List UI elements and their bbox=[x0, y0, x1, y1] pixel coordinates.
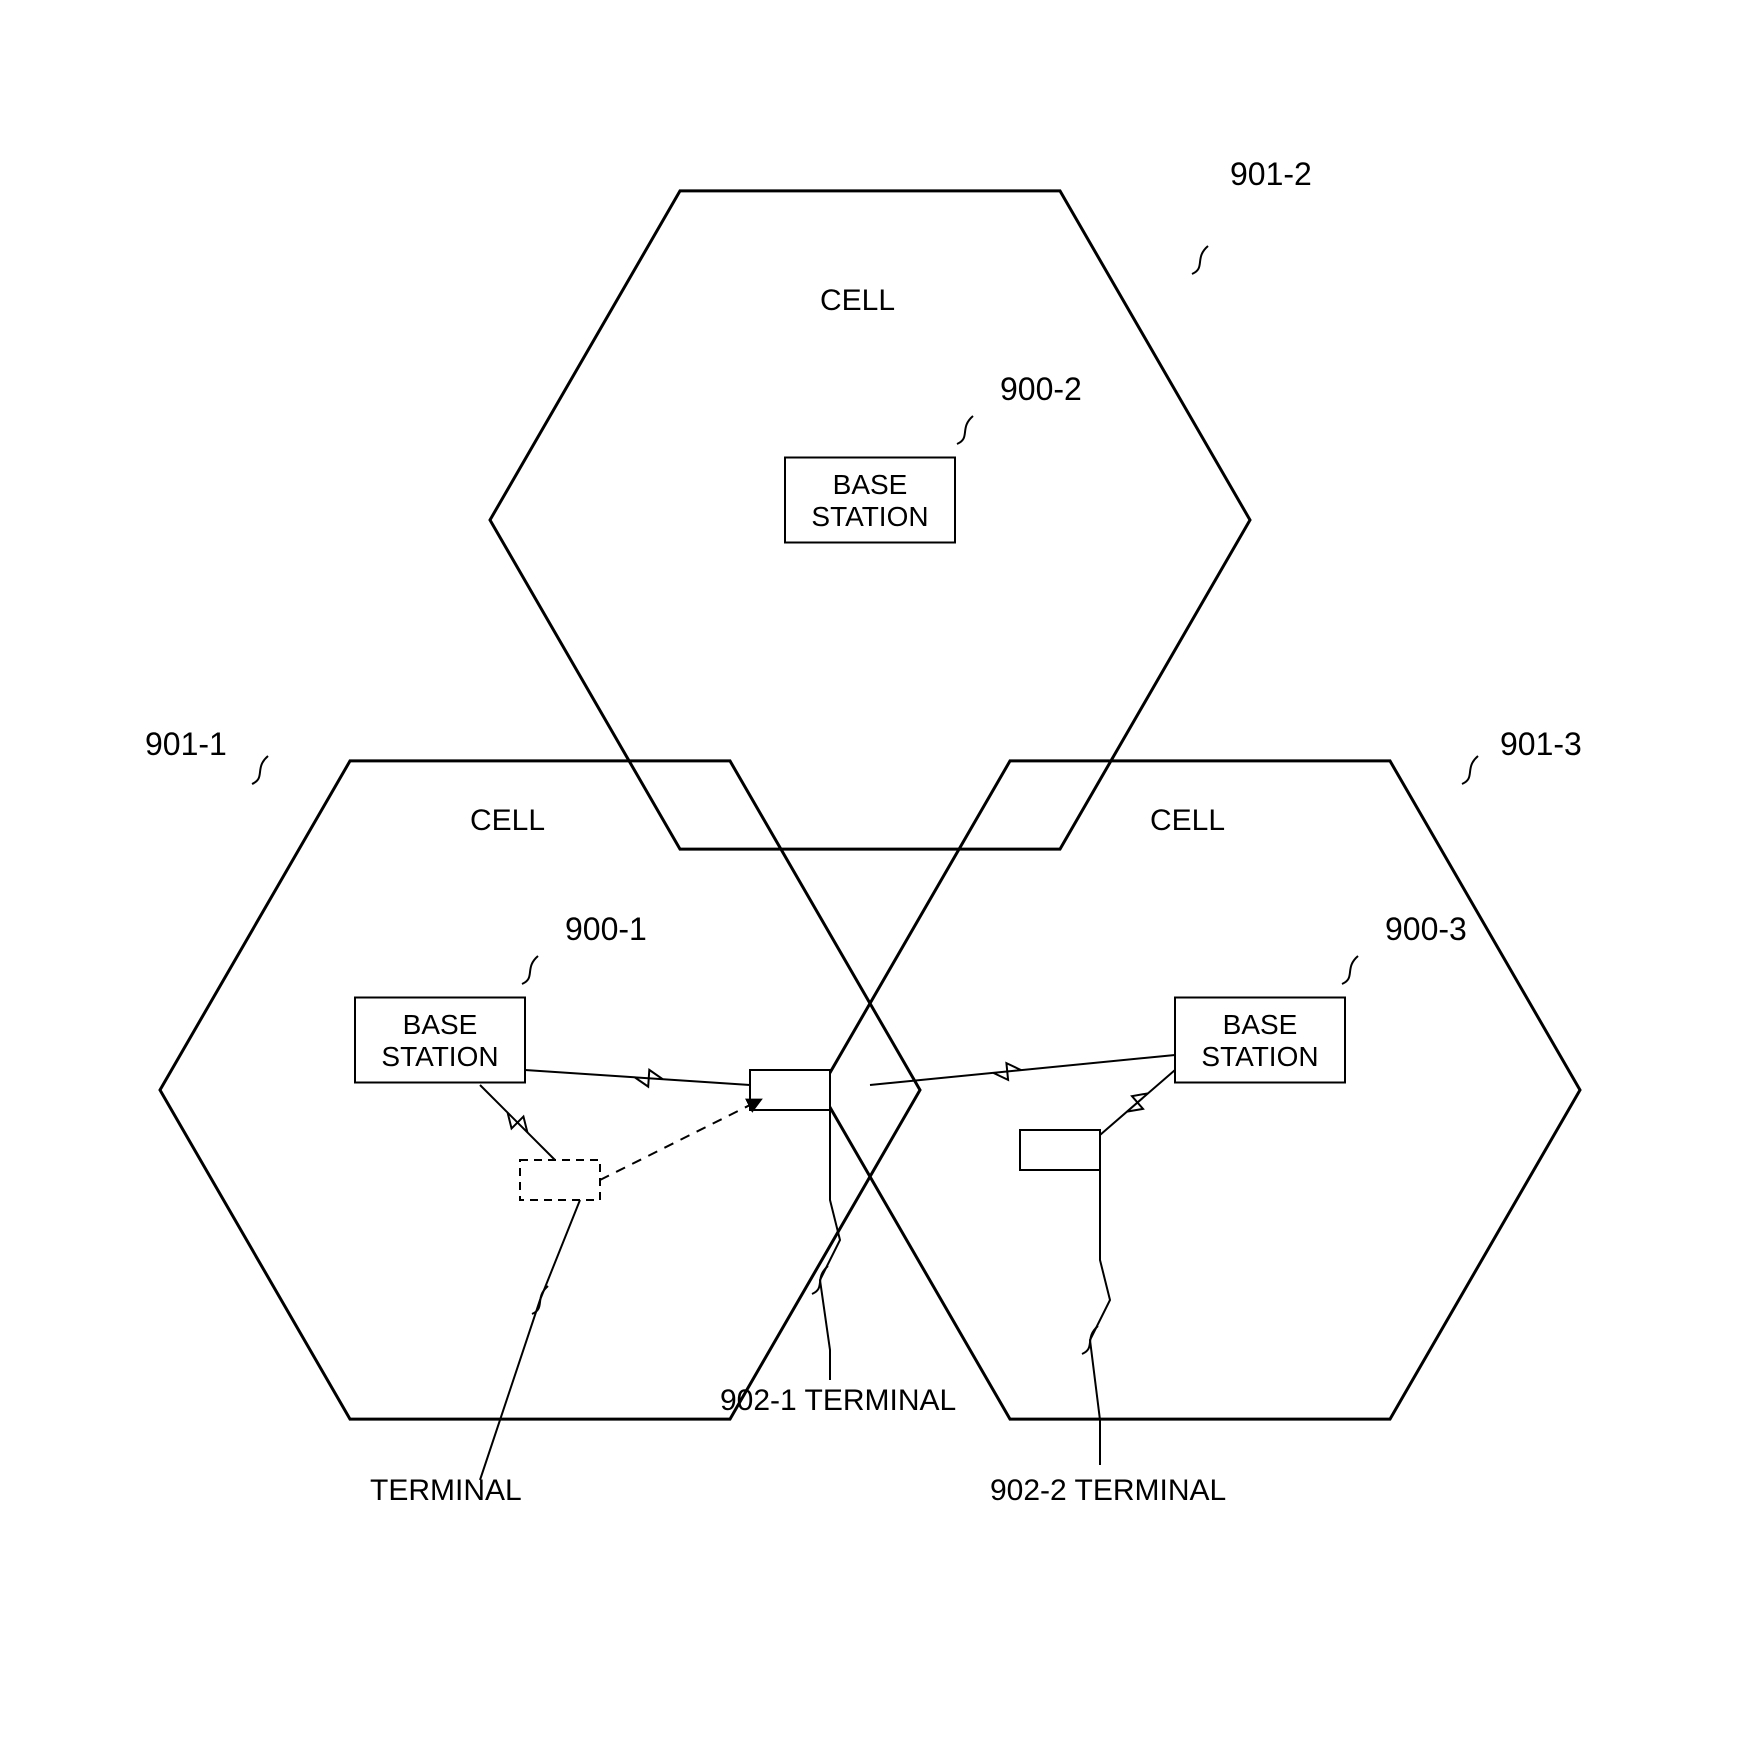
ref-callout: 900-3 bbox=[1342, 911, 1467, 984]
base-station-label: BASE bbox=[403, 1009, 478, 1040]
lead-squiggle bbox=[957, 416, 973, 444]
terminal-label: TERMINAL bbox=[370, 1474, 522, 1507]
base-station: BASESTATION bbox=[355, 998, 525, 1083]
cell-label: CELL bbox=[820, 284, 895, 317]
terminal-ghost bbox=[520, 1160, 600, 1200]
base-station: BASESTATION bbox=[1175, 998, 1345, 1083]
signal-link bbox=[870, 1055, 1175, 1085]
lead-line bbox=[480, 1200, 580, 1480]
ref-number: 901-3 bbox=[1500, 726, 1582, 762]
lead-squiggle bbox=[1462, 756, 1478, 784]
lead-squiggle bbox=[1342, 956, 1358, 984]
base-station-label: BASE bbox=[1223, 1009, 1298, 1040]
ref-callout: 900-1 bbox=[522, 911, 647, 984]
terminal-label: 902-2 TERMINAL bbox=[990, 1474, 1226, 1507]
terminal bbox=[1020, 1130, 1100, 1170]
lead-squiggle bbox=[1192, 246, 1208, 274]
ref-callout: 900-2 bbox=[957, 371, 1082, 444]
base-station-label: BASE bbox=[833, 469, 908, 500]
base-station: BASESTATION bbox=[785, 458, 955, 543]
ref-number: 900-2 bbox=[1000, 371, 1082, 407]
cell-hexagon bbox=[820, 761, 1580, 1419]
signal-link bbox=[525, 1070, 750, 1085]
ref-number: 900-3 bbox=[1385, 911, 1467, 947]
movement-arrow bbox=[600, 1100, 760, 1180]
lead-squiggle bbox=[522, 956, 538, 984]
terminal bbox=[750, 1070, 830, 1110]
base-station-label: STATION bbox=[811, 501, 928, 532]
cell-label: CELL bbox=[1150, 804, 1225, 837]
cell-label: CELL bbox=[470, 804, 545, 837]
terminal-label: 902-1 TERMINAL bbox=[720, 1384, 956, 1417]
ref-callout: 901-1 bbox=[145, 726, 268, 784]
base-station-label: STATION bbox=[1201, 1041, 1318, 1072]
ref-number: 900-1 bbox=[565, 911, 647, 947]
ref-callout: 901-2 bbox=[1192, 156, 1312, 274]
base-station-label: STATION bbox=[381, 1041, 498, 1072]
lead-line bbox=[1090, 1170, 1110, 1465]
ref-callout: 901-3 bbox=[1462, 726, 1582, 784]
lead-squiggle bbox=[532, 1286, 548, 1314]
ref-number: 901-2 bbox=[1230, 156, 1312, 192]
ref-number: 901-1 bbox=[145, 726, 227, 762]
lead-squiggle bbox=[252, 756, 268, 784]
